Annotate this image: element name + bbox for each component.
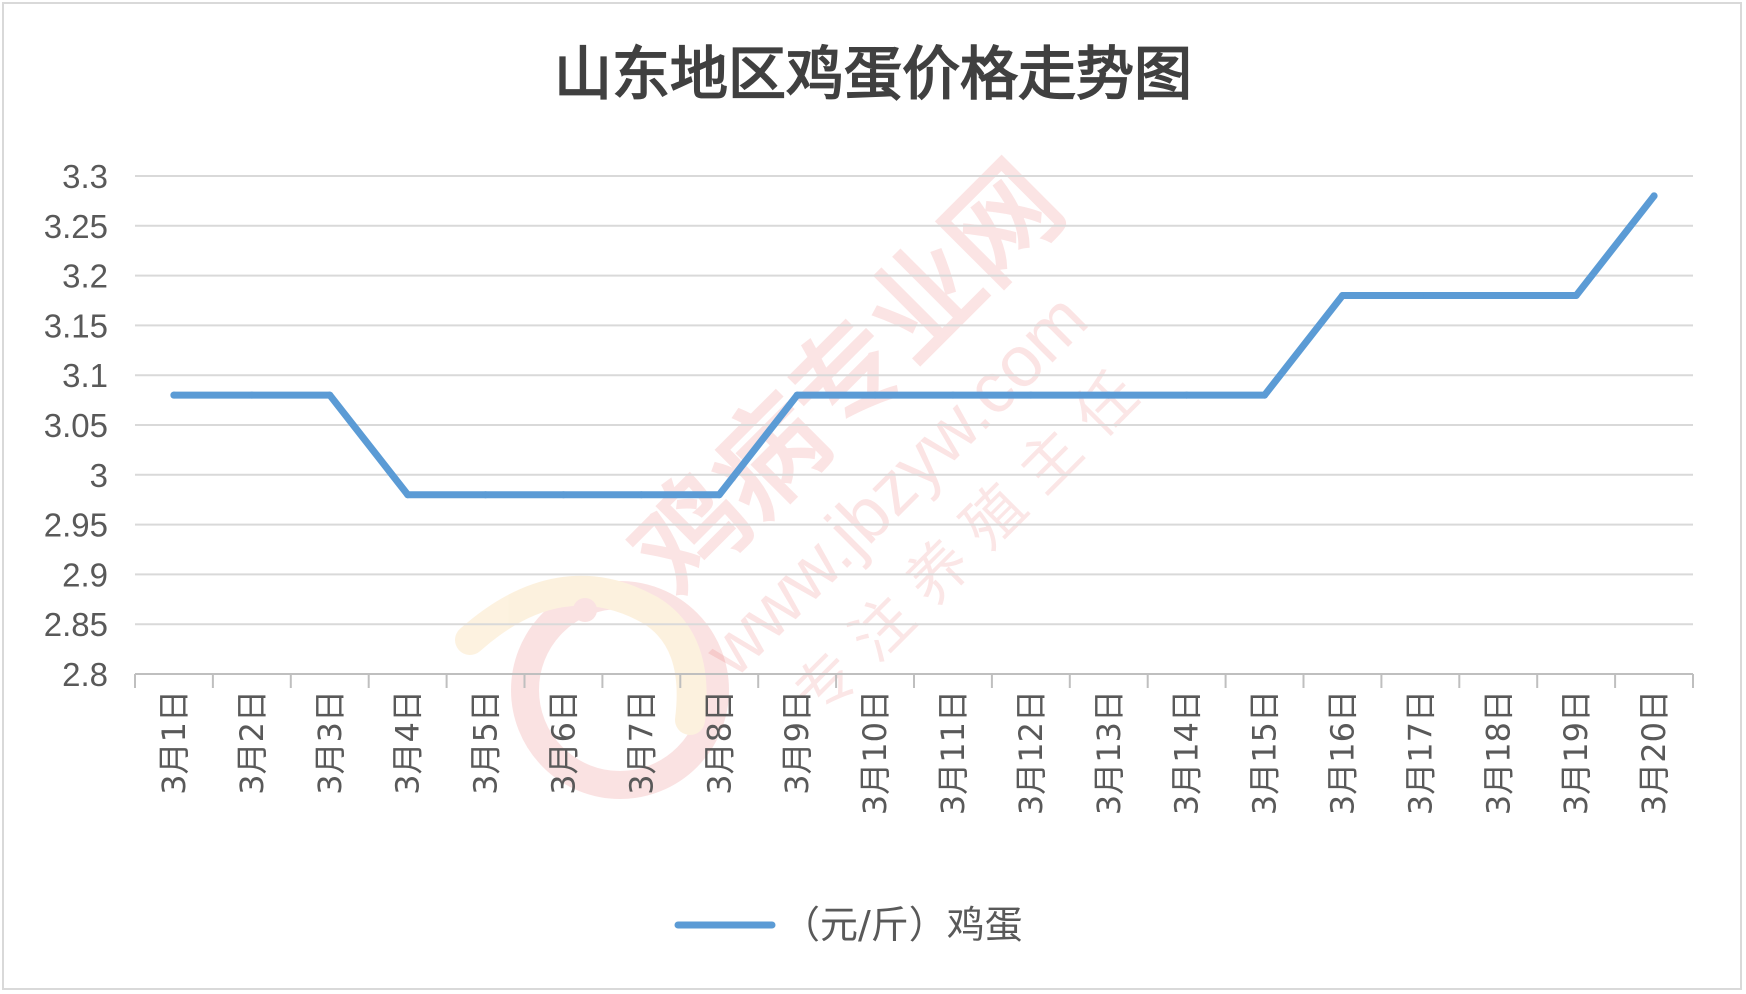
data-point	[1338, 292, 1346, 300]
data-point	[1416, 292, 1424, 300]
data-point	[1261, 391, 1269, 399]
x-tick-label: 3月1日	[155, 690, 193, 795]
data-point	[1494, 292, 1502, 300]
y-tick-label: 2.85	[44, 606, 108, 643]
x-tick-label: 3月9日	[778, 690, 816, 795]
data-point	[170, 391, 178, 399]
data-point	[793, 391, 801, 399]
x-tick-label: 3月8日	[700, 690, 738, 795]
x-tick-label: 3月18日	[1479, 690, 1517, 815]
x-tick-label: 3月11日	[934, 690, 972, 815]
x-tick-label: 3月4日	[389, 690, 427, 795]
x-axis	[134, 673, 1694, 688]
legend-label: （元/斤）鸡蛋	[782, 903, 1023, 947]
y-tick-label: 3.2	[62, 258, 108, 295]
watermark-logo	[455, 575, 729, 799]
data-point	[949, 391, 957, 399]
data-point	[1105, 391, 1113, 399]
data-point	[404, 491, 412, 499]
data-point	[871, 391, 879, 399]
chart-title: 山东地区鸡蛋价格走势图	[554, 40, 1192, 108]
x-tick-label: 3月15日	[1246, 690, 1284, 815]
x-tick-label: 3月7日	[622, 690, 660, 795]
y-tick-label: 2.8	[62, 656, 108, 693]
data-point	[248, 391, 256, 399]
x-tick-label: 3月2日	[233, 690, 271, 795]
x-tick-label: 3月20日	[1635, 690, 1673, 815]
grid-lines	[135, 175, 1693, 626]
y-tick-label: 3.25	[44, 208, 108, 245]
x-tick-label: 3月16日	[1323, 690, 1361, 815]
data-point	[715, 491, 723, 499]
y-tick-label: 2.95	[44, 507, 108, 544]
y-tick-label: 2.9	[62, 556, 108, 593]
y-tick-label: 3.05	[44, 407, 108, 444]
data-point	[1650, 192, 1658, 200]
data-point	[1572, 292, 1580, 300]
series-line	[170, 192, 1658, 499]
data-point	[1027, 391, 1035, 399]
data-point	[482, 491, 490, 499]
watermark: 鸡病专业网 www.jbzyw.com 专 注 养 殖 主 任	[455, 139, 1153, 799]
data-point	[637, 491, 645, 499]
data-point	[326, 391, 334, 399]
x-tick-label: 3月13日	[1090, 690, 1128, 815]
y-axis-tick-labels: 2.8 2.85 2.9 2.95 3 3.05 3.1 3.15 3.2 3.25 3.3	[44, 158, 108, 693]
x-axis-tick-labels: 3月1日 3月2日 3月3日 3月4日 3月5日 3月6日 3月7日 3月8日 3月9日 3月10…	[155, 690, 1673, 815]
y-tick-label: 3.1	[62, 357, 108, 394]
x-tick-label: 3月17日	[1401, 690, 1439, 815]
x-tick-label: 3月3日	[311, 690, 349, 795]
x-tick-label: 3月5日	[467, 690, 505, 795]
y-tick-label: 3	[90, 457, 108, 494]
data-point	[1183, 391, 1191, 399]
x-tick-label: 3月19日	[1557, 690, 1595, 815]
x-tick-label: 3月10日	[856, 690, 894, 815]
legend: （元/斤）鸡蛋	[674, 903, 1023, 947]
data-point	[559, 491, 567, 499]
x-tick-label: 3月12日	[1012, 690, 1050, 815]
x-tick-label: 3月14日	[1168, 690, 1206, 815]
y-tick-label: 3.3	[62, 158, 108, 195]
x-tick-label: 3月6日	[544, 690, 582, 795]
series-layer	[170, 192, 1658, 499]
y-tick-label: 3.15	[44, 307, 108, 344]
